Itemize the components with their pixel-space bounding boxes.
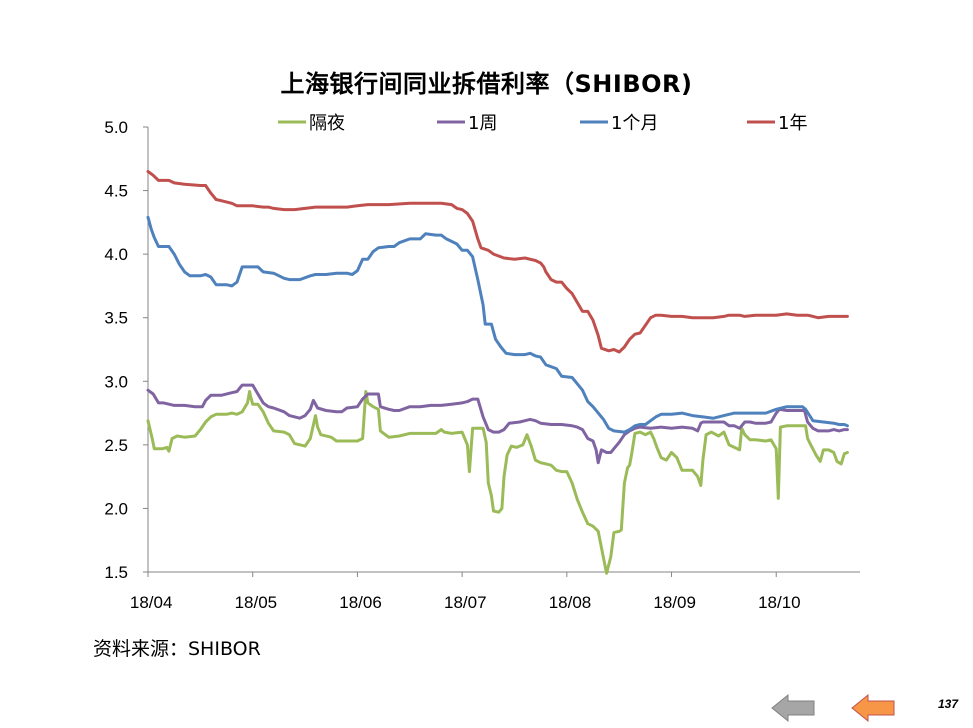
axes: 5.0 4.5 4.0 3.5 3.0 2.5 2.0 1.518/04 18/05 18/06 1… <box>104 118 860 612</box>
legend-label: 隔夜 <box>309 113 345 134</box>
series-line <box>146 390 849 575</box>
chart-title: 上海银行间同业拆借利率（SHIBOR) <box>280 70 693 98</box>
x-tick-label: 18/08 <box>549 593 592 612</box>
page-number: 137 <box>938 697 959 711</box>
x-tick-label: 18/09 <box>653 593 696 612</box>
y-tick-label: 2.5 <box>104 436 128 455</box>
series-lines <box>146 170 849 575</box>
legend: 隔夜 1周 1个月 1年 <box>278 113 807 134</box>
series-line <box>146 215 849 434</box>
series-line <box>146 383 849 465</box>
legend-label: 1周 <box>468 113 497 134</box>
x-tick-label: 18/04 <box>130 593 173 612</box>
source-note: 资料来源：SHIBOR <box>93 638 261 660</box>
y-tick-label: 2.0 <box>104 499 128 518</box>
y-tick-label: 1.5 <box>104 563 128 582</box>
legend-label: 1个月 <box>611 113 658 134</box>
y-tick-label: 4.5 <box>104 182 128 201</box>
y-tick-label: 3.5 <box>104 309 128 328</box>
x-tick-label: 18/10 <box>758 593 801 612</box>
legend-label: 1年 <box>778 113 807 134</box>
y-tick-label: 3.0 <box>104 372 128 391</box>
y-tick-label: 4.0 <box>104 245 128 264</box>
x-tick-label: 18/07 <box>444 593 487 612</box>
forward-arrow-icon[interactable] <box>850 692 896 724</box>
x-tick-label: 18/05 <box>235 593 278 612</box>
x-tick-label: 18/06 <box>339 593 382 612</box>
back-arrow-icon[interactable] <box>770 692 816 724</box>
y-tick-label: 5.0 <box>104 118 128 137</box>
series-line <box>146 170 849 354</box>
